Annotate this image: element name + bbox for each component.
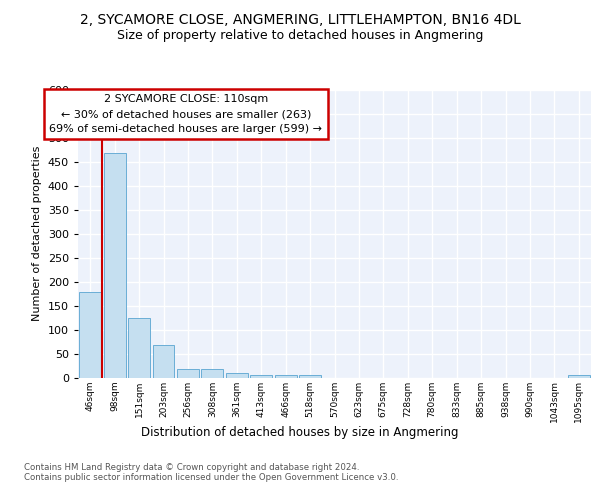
Text: Contains HM Land Registry data © Crown copyright and database right 2024.
Contai: Contains HM Land Registry data © Crown c…: [24, 462, 398, 482]
Text: Distribution of detached houses by size in Angmering: Distribution of detached houses by size …: [141, 426, 459, 439]
Bar: [79, 292, 101, 378]
Bar: [202, 369, 223, 378]
Text: Size of property relative to detached houses in Angmering: Size of property relative to detached ho…: [117, 29, 483, 42]
Bar: [568, 374, 590, 378]
Bar: [104, 153, 125, 378]
Bar: [177, 369, 199, 378]
Bar: [226, 373, 248, 378]
Bar: [275, 375, 296, 378]
Y-axis label: Number of detached properties: Number of detached properties: [32, 146, 42, 322]
Bar: [152, 345, 175, 378]
Text: 2 SYCAMORE CLOSE: 110sqm
← 30% of detached houses are smaller (263)
69% of semi-: 2 SYCAMORE CLOSE: 110sqm ← 30% of detach…: [49, 94, 322, 134]
Text: 2, SYCAMORE CLOSE, ANGMERING, LITTLEHAMPTON, BN16 4DL: 2, SYCAMORE CLOSE, ANGMERING, LITTLEHAMP…: [80, 12, 520, 26]
Bar: [250, 374, 272, 378]
Bar: [299, 375, 321, 378]
Bar: [128, 318, 150, 378]
